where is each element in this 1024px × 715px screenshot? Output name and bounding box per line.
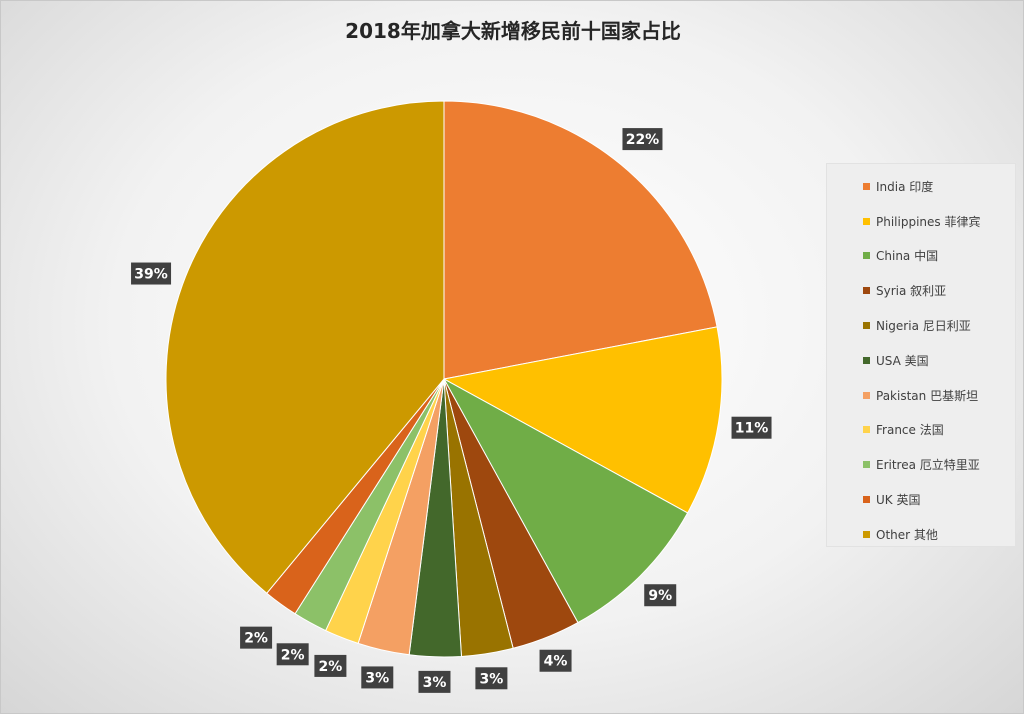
legend-swatch xyxy=(863,461,870,469)
data-label-box xyxy=(539,649,572,672)
legend-item: Eritrea 厄立特里亚 xyxy=(863,447,1015,482)
data-label-7: 3% xyxy=(361,666,394,689)
data-label-11: 39% xyxy=(131,262,172,285)
legend-label: Eritrea 厄立特里亚 xyxy=(876,458,980,473)
data-label-2: 11% xyxy=(731,416,772,439)
legend-label: China 中国 xyxy=(876,249,939,264)
data-label-text: 2% xyxy=(244,631,268,647)
data-label-box xyxy=(240,626,273,649)
data-label-1: 22% xyxy=(622,128,663,151)
data-label-box xyxy=(475,667,508,690)
legend-label: UK 英国 xyxy=(876,493,921,508)
legend-swatch xyxy=(863,391,870,399)
legend-swatch xyxy=(863,182,870,190)
data-label-text: 3% xyxy=(423,675,447,691)
legend-swatch xyxy=(863,217,870,225)
legend-item: USA 美国 xyxy=(863,343,1015,378)
legend-item: Philippines 菲律宾 xyxy=(863,204,1015,239)
legend-item: Other 其他 xyxy=(863,517,1015,552)
legend-swatch xyxy=(863,252,870,260)
legend-label: France 法国 xyxy=(876,423,944,438)
legend-label: Philippines 菲律宾 xyxy=(876,214,981,229)
data-label-9: 2% xyxy=(276,643,309,666)
data-label-text: 2% xyxy=(319,659,343,675)
pie-slice-1 xyxy=(443,100,718,380)
data-label-6: 3% xyxy=(418,670,451,693)
legend: India 印度 Philippines 菲律宾 China 中国 Syria 叙利亚… xyxy=(826,163,1016,547)
data-label-text: 9% xyxy=(648,588,672,604)
legend-label: USA 美国 xyxy=(876,353,929,368)
data-label-text: 11% xyxy=(735,421,769,437)
data-label-5: 3% xyxy=(475,667,508,690)
legend-item: Syria 叙利亚 xyxy=(863,273,1015,308)
data-label-text: 22% xyxy=(626,132,660,148)
data-label-box xyxy=(314,654,347,677)
legend-item: France 法国 xyxy=(863,413,1015,448)
pie-slice-2 xyxy=(442,326,723,514)
data-label-text: 39% xyxy=(134,267,168,283)
legend-swatch xyxy=(863,496,870,504)
legend-item: China 中国 xyxy=(863,239,1015,274)
data-label-text: 4% xyxy=(544,654,568,670)
legend-swatch xyxy=(863,426,870,434)
legend-item: Pakistan 巴基斯坦 xyxy=(863,378,1015,413)
data-label-box xyxy=(622,128,663,151)
data-label-box xyxy=(131,262,172,285)
data-label-4: 4% xyxy=(539,649,572,672)
pie-slices xyxy=(165,100,723,658)
legend-item: Nigeria 尼日利亚 xyxy=(863,308,1015,343)
legend-label: Nigeria 尼日利亚 xyxy=(876,319,971,334)
legend-label: Pakistan 巴基斯坦 xyxy=(876,388,979,403)
pie-slice-3 xyxy=(442,377,689,624)
data-label-box xyxy=(731,416,772,439)
data-label-box xyxy=(361,666,394,689)
data-label-text: 2% xyxy=(281,647,305,663)
legend-swatch xyxy=(863,356,870,364)
legend-item: India 印度 xyxy=(863,169,1015,204)
legend-swatch xyxy=(863,530,870,538)
data-label-3: 9% xyxy=(644,584,677,607)
data-label-box xyxy=(418,670,451,693)
data-label-box xyxy=(276,643,309,666)
legend-item: UK 英国 xyxy=(863,482,1015,517)
legend-label: Syria 叙利亚 xyxy=(876,284,947,299)
legend-label: Other 其他 xyxy=(876,527,938,542)
pie-slice-11 xyxy=(165,100,445,594)
legend-swatch xyxy=(863,287,870,295)
legend-label: India 印度 xyxy=(876,179,934,194)
data-label-text: 3% xyxy=(365,670,389,686)
data-label-8: 2% xyxy=(314,654,347,677)
legend-swatch xyxy=(863,322,870,330)
data-label-10: 2% xyxy=(240,626,273,649)
data-label-box xyxy=(644,584,677,607)
data-label-text: 3% xyxy=(480,671,504,687)
chart-title: 2018年加拿大新增移民前十国家占比 xyxy=(345,19,681,43)
data-labels: 22% 11% 9% 4% 3% 3% 3% 2% 2% 2% 39% xyxy=(131,128,772,693)
